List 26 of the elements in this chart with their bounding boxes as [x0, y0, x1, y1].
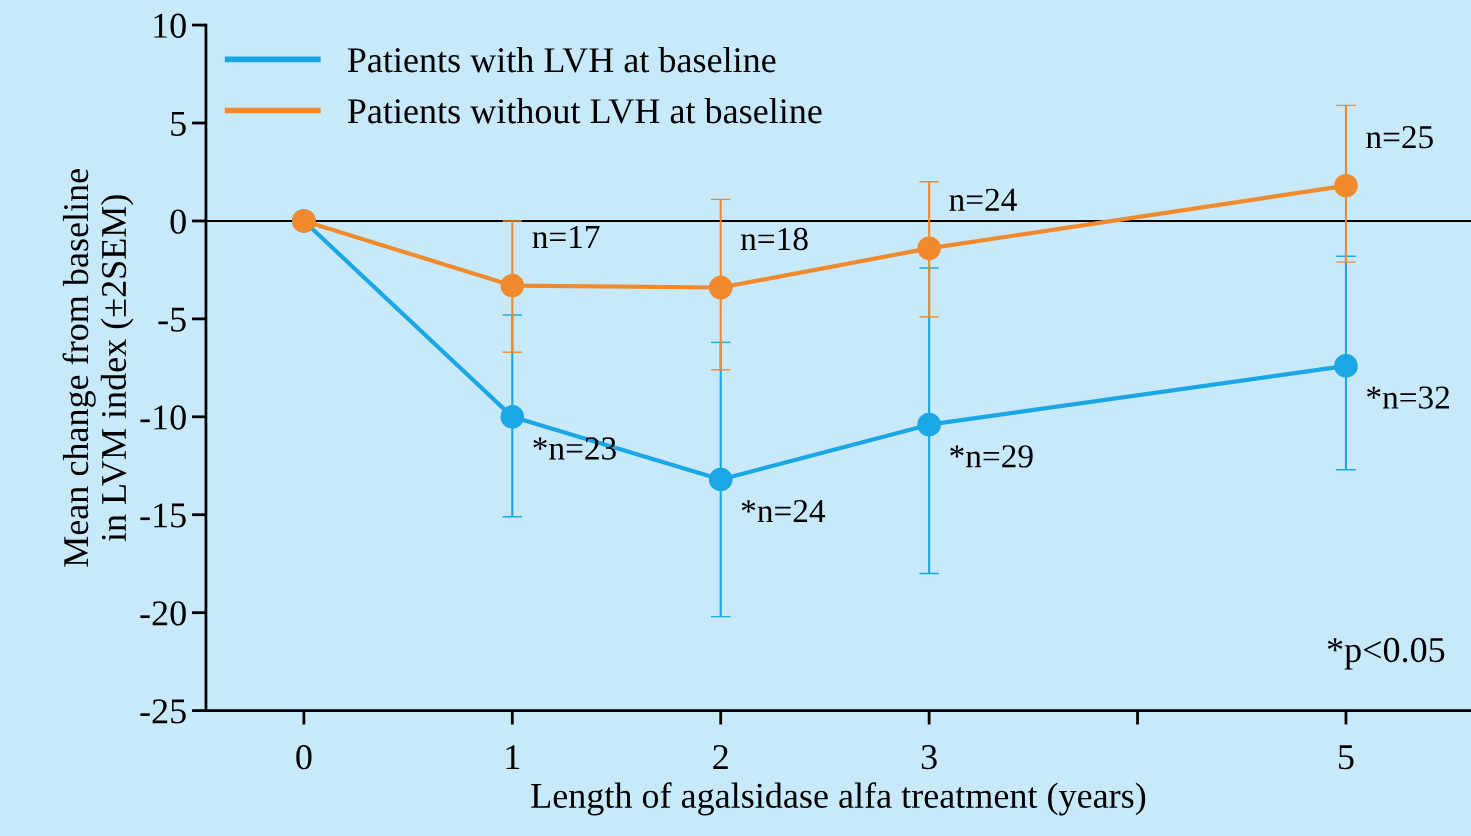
x-axis-title: Length of agalsidase alfa treatment (years) [531, 782, 1146, 816]
x-tick-label: 0 [296, 744, 312, 770]
annotation: n=25 [1366, 125, 1433, 149]
annotation: n=17 [532, 225, 600, 248]
annotation: *p<0.05 [1327, 637, 1445, 670]
y-tick-label: 10 [154, 13, 186, 38]
y-tick-label: -10 [140, 405, 186, 430]
y-tick-label: -15 [140, 503, 186, 528]
annotation: n=18 [740, 227, 808, 251]
annotation: *n=29 [950, 445, 1033, 468]
y-tick-label: -5 [158, 307, 186, 332]
y-tick-label: -20 [140, 601, 186, 626]
x-tick-label: 1 [506, 745, 520, 769]
x-tick-label: 3 [921, 745, 937, 770]
x-tick-label: 2 [713, 745, 728, 769]
y-tick-label: 0 [170, 209, 186, 234]
y-tick-label: -25 [140, 699, 186, 724]
legend-label: Patients with LVH at baseline [347, 46, 776, 73]
annotation: *n=32 [1367, 386, 1450, 409]
legend-label: Patients without LVH at baseline [347, 97, 822, 124]
annotation: n=24 [949, 188, 1017, 211]
annotation: *n=24 [741, 499, 826, 523]
annotation: *n=23 [533, 437, 616, 460]
y-tick-label: 5 [171, 111, 186, 136]
y-axis-title: Mean change from baseline in LVM index (±2SEM) [62, 169, 134, 567]
x-tick-label: 5 [1339, 745, 1354, 770]
